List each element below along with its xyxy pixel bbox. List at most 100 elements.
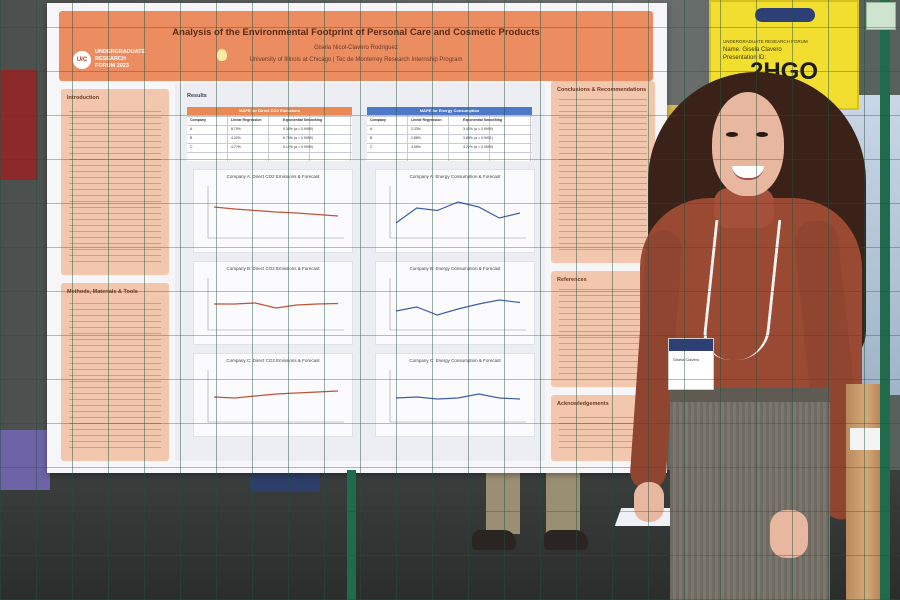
table-cell: A [370,127,373,131]
forecast-chart: Company B: Energy Consumption & Forecast [375,261,535,345]
table-cell: 4.02% [231,136,241,140]
table-cell: B [190,136,193,140]
red-banner [0,70,38,180]
blue-bag [250,470,320,492]
table-cell: 9.30% (a = 0.9999) [283,127,313,131]
chart-plot [389,186,526,239]
co2-table-title: MAPE for Direct CO2 Emissions [187,107,352,115]
purple-cart [0,430,50,490]
presenter-right-hand [770,510,808,558]
table-cell: B [370,136,373,140]
table-cell: 3.42% (a = 0.9999) [463,127,493,131]
chart-plot [389,370,526,423]
chart-series-line [395,201,521,224]
lightbulb-icon [217,49,227,61]
energy-table-title: MAPE for Energy Consumption [367,107,532,115]
methods-box: Methods, Materials & Tools [61,283,169,461]
introduction-box: Introduction [61,89,169,275]
presenter-pants [670,388,830,600]
chart-plot [207,278,344,331]
conclusions-text [559,99,647,255]
forecast-chart: Company A: Energy Consumption & Forecast [375,169,535,253]
conclusions-box: Conclusions & Recommendations [551,81,655,263]
table-header-cell: Exponential Smoothing [283,118,323,122]
fence-post [347,470,356,600]
methods-heading: Methods, Materials & Tools [67,289,138,295]
chart-title: Company A: Direct CO2 Emissions & Foreca… [226,174,320,179]
plastic-cup [866,2,896,30]
chart-plot [389,278,526,331]
passerby-leg [486,462,520,534]
forecast-chart: Company A: Direct CO2 Emissions & Foreca… [193,169,353,253]
chart-axis [207,278,344,331]
smile [732,166,764,180]
presenter-face [712,92,784,196]
chart-plot [207,186,344,239]
passerby-shoe [544,530,588,550]
chart-axis [207,186,344,239]
conclusions-heading: Conclusions & Recommendations [557,87,647,93]
table-cell: C [190,145,193,149]
chart-title: Company C: Energy Consumption & Forecast [409,358,501,363]
results-panel: Results MAPE for Direct CO2 Emissions Co… [175,83,545,461]
table-cell: 5.12% (a = 0.9999) [283,145,313,149]
table-cell: 8.79% [231,127,241,131]
poster-affiliation: University of Illinois at Chicago | Tec … [249,57,463,63]
introduction-text [69,107,161,267]
eye [726,132,738,137]
references-box: References [551,271,655,387]
table-cell: 4.77% [231,145,241,149]
table-header-cell: Linear Regression [231,118,262,122]
chart-series-line [214,302,339,309]
table-header-cell: Company [190,118,206,122]
chart-series-line [395,393,521,400]
methods-text [69,301,161,453]
table-cell: 3.88% (a = 0.9931) [463,136,493,140]
forecast-chart: Company B: Direct CO2 Emissions & Foreca… [193,261,353,345]
table-grid [367,115,532,161]
forum-sign-logo [755,8,815,22]
chart-title: Company A: Energy Consumption & Forecast [409,174,501,179]
passerby-legs [472,462,588,557]
poster-title: Analysis of the Environmental Footprint … [172,27,540,38]
table-cell: 2.88% [411,136,421,140]
table-grid [187,115,352,161]
passerby-leg [546,462,580,534]
chart-axis [389,370,526,423]
acknowledgements-heading: Acknowledgements [557,401,609,407]
presenter-left-hand [634,482,664,522]
sign-id-label: Presentation ID: [723,55,767,61]
pants-waistband [670,388,830,402]
poster-tube [846,384,886,600]
chart-series-line [213,390,339,399]
forecast-chart: Company C: Direct CO2 Emissions & Foreca… [193,353,353,437]
sign-name: Name: Gisela Clavero [723,47,782,53]
fence-post [880,0,890,600]
table-cell: 4.55% [411,145,421,149]
chart-axis [389,186,526,239]
table-cell: A [190,127,193,131]
tube-label [850,428,880,450]
chart-title: Company B: Energy Consumption & Forecast [409,266,501,271]
references-text [559,289,647,379]
forum-logo: UIC UNDERGRADUATE RESEARCH FORUM 2023 [73,49,145,77]
passerby-shoe [472,530,516,550]
chart-title: Company B: Direct CO2 Emissions & Foreca… [226,266,320,271]
introduction-heading: Introduction [67,95,100,101]
name-badge: Gisela Clavero [668,338,714,390]
references-heading: References [557,277,587,283]
table-cell: 6.75% (a = 0.9999) [283,136,313,140]
sign-header: UNDERGRADUATE RESEARCH FORUM [723,39,808,44]
table-header-cell: Linear Regression [411,118,442,122]
eye [756,132,768,137]
uic-seal-icon: UIC [73,51,91,69]
chart-series-line [213,206,339,217]
table-cell: 2.33% [411,127,421,131]
forecast-chart: Company C: Energy Consumption & Forecast [375,353,535,437]
chart-title: Company C: Direct CO2 Emissions & Foreca… [226,358,320,363]
chart-series-line [395,299,521,316]
sign-details: UNDERGRADUATE RESEARCH FORUM Name: Gisel… [723,38,808,62]
table-header-cell: Company [370,118,386,122]
energy-mape-table: MAPE for Energy Consumption Company Linea… [367,107,532,161]
badge-header-band [669,339,713,351]
